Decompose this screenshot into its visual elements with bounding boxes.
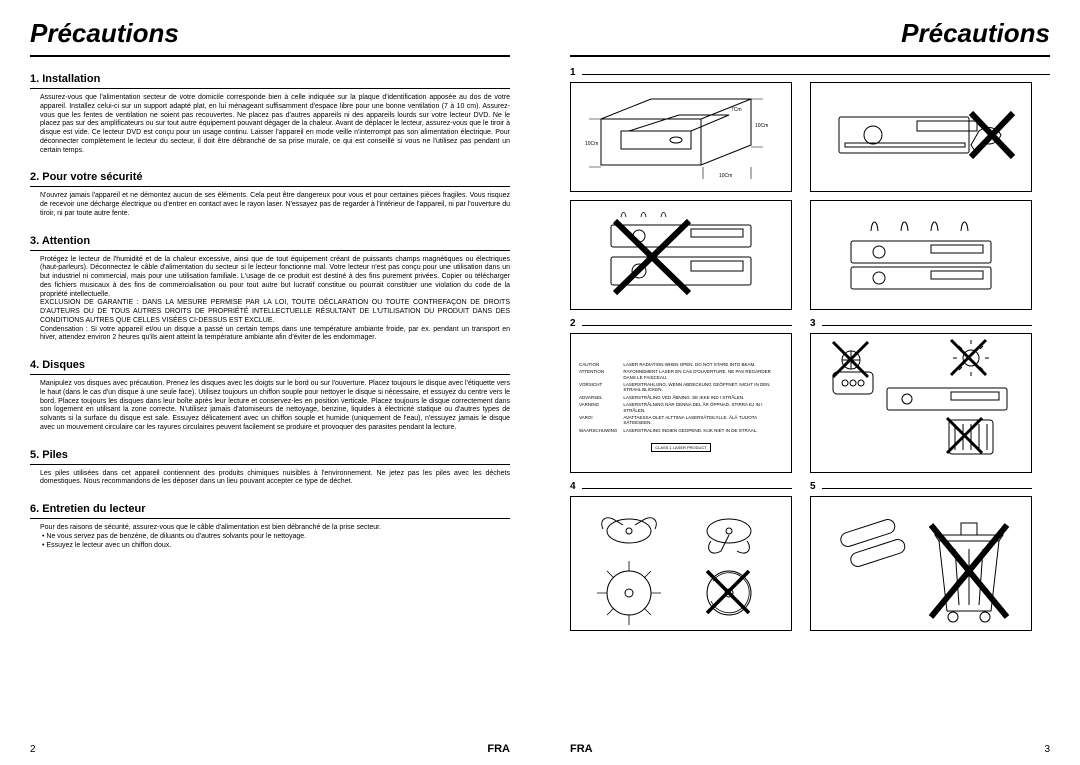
caution-text-6: LASERSTRALING INDIEN GEOPEND. KIJK NIET …: [623, 428, 783, 433]
caution-text-0: LASER RADIATION WHEN OPEN. DO NOT STARE …: [623, 362, 783, 367]
page-lang-right: FRA: [570, 743, 593, 755]
section-6-text: Pour des raisons de sécurité, assurez-vo…: [40, 524, 381, 531]
figure-1b-box: [810, 82, 1032, 192]
section-3-upper: EXCLUSION DE GARANTIE : DANS LA MESURE P…: [40, 299, 510, 324]
no-touch-tray-icon: [821, 87, 1021, 187]
page-number-left: 2: [30, 744, 36, 755]
page-title-left: Précautions: [30, 18, 510, 49]
figure-1-num: 1: [570, 67, 582, 78]
section-3: 3. Attention Protégez le lecteur de l'hu…: [30, 229, 510, 346]
figure-2-box: CAUTIONLASER RADIATION WHEN OPEN. DO NOT…: [570, 333, 792, 473]
clearance-right: 10Cm: [755, 123, 768, 129]
section-head-4: 4. Disques: [30, 353, 510, 375]
section-2: 2. Pour votre sécurité N'ouvrez jamais l…: [30, 165, 510, 220]
figure-1-group: 1: [570, 67, 1050, 310]
figure-3-num: 3: [810, 318, 822, 329]
section-3-extra: Condensation : Si votre appareil et/ou u…: [40, 326, 510, 342]
section-1: 1. Installation Assurez-vous que l'alime…: [30, 67, 510, 157]
section-head-1: 1. Installation: [30, 67, 510, 89]
page-lang-left: FRA: [487, 743, 510, 755]
section-4: 4. Disques Manipulez vos disques avec pr…: [30, 353, 510, 435]
figure-1c-box: [570, 200, 792, 310]
section-body-6: Pour des raisons de sécurité, assurez-vo…: [30, 519, 510, 552]
figure-5-num: 5: [810, 481, 822, 492]
ventilation-diagram-icon: 7Cm 10Cm 10Cm 10Cm: [581, 87, 781, 187]
caution-text-2: LASERSTRAHLUNG, WENN ABDECKUNG GEÖFFNET.…: [623, 382, 783, 393]
figure-4-num: 4: [570, 481, 582, 492]
caution-label-5: VARO!: [579, 415, 621, 426]
clearance-front: 10Cm: [719, 173, 732, 179]
caution-label-4: VARNING: [579, 402, 621, 413]
section-body-5: Les piles utilisées dans cet appareil co…: [30, 465, 510, 490]
figure-1-rule: [582, 74, 1050, 75]
battery-disposal-icon: [821, 501, 1021, 626]
page-number-right: 3: [1044, 744, 1050, 755]
figure-2-num: 2: [570, 318, 582, 329]
clearance-left: 10Cm: [585, 141, 598, 147]
section-body-3: Protégez le lecteur de l'humidité et de …: [30, 251, 510, 346]
page-title-right: Précautions: [570, 18, 1050, 49]
disc-handling-icon: [581, 501, 781, 626]
section-head-6: 6. Entretien du lecteur: [30, 497, 510, 519]
page-right: Précautions 1: [540, 0, 1080, 765]
figure-3-box: [810, 333, 1032, 473]
class1-laser-label: CLASS 1 LASER PRODUCT: [651, 443, 711, 452]
section-head-5: 5. Piles: [30, 443, 510, 465]
section-body-1: Assurez-vous que l'alimentation secteur …: [30, 89, 510, 157]
figure-5-rule: [822, 488, 1032, 489]
figures-column: 1: [570, 67, 1050, 631]
section-3-para1: Protégez le lecteur de l'humidité et de …: [40, 256, 510, 298]
caution-label-3: ADVARSEL: [579, 395, 621, 400]
section-6: 6. Entretien du lecteur Pour des raisons…: [30, 497, 510, 552]
clearance-top: 7Cm: [731, 107, 742, 113]
laser-caution-table: CAUTIONLASER RADIATION WHEN OPEN. DO NOT…: [571, 354, 791, 441]
figure-1a-box: 7Cm 10Cm 10Cm 10Cm: [570, 82, 792, 192]
section-body-4: Manipulez vos disques avec précaution. P…: [30, 375, 510, 435]
caution-label-6: WAARSCHUWING: [579, 428, 621, 433]
figure-1d-box: [810, 200, 1032, 310]
caution-text-1: RAYONNEMENT LASER EN CAS D'OUVERTURE. NE…: [623, 369, 783, 380]
caution-text-5: AVATTAESSA OLET ALTTIINA LASERSÄTEILYLLE…: [623, 415, 783, 426]
hazards-icon: [821, 338, 1021, 468]
no-stacking-icon: [581, 205, 781, 305]
section-5: 5. Piles Les piles utilisées dans cet ap…: [30, 443, 510, 490]
section-body-2: N'ouvrez jamais l'appareil et ne démonte…: [30, 187, 510, 220]
caution-text-3: LASERSTRÅLING VED ÅBNING. SE IKKE IND I …: [623, 395, 783, 400]
section-6-bullet-1: Ne vous servez pas de benzène, de diluan…: [42, 533, 510, 542]
section-head-2: 2. Pour votre sécurité: [30, 165, 510, 187]
figure-4-rule: [582, 488, 792, 489]
figure-2-rule: [582, 325, 792, 326]
heat-source-icon: [821, 205, 1021, 305]
caution-text-4: LASERSTRÅLNING NÄR DENNA DEL ÄR ÖPPNAD. …: [623, 402, 783, 413]
page-left: Précautions 1. Installation Assurez-vous…: [0, 0, 540, 765]
figure-4-box: [570, 496, 792, 631]
figure-3-rule: [822, 325, 1032, 326]
title-rule-right: [570, 55, 1050, 57]
caution-label-1: ATTENTION: [579, 369, 621, 380]
figure-5-box: [810, 496, 1032, 631]
section-6-bullet-2: Essuyez le lecteur avec un chiffon doux.: [42, 542, 510, 551]
caution-label-0: CAUTION: [579, 362, 621, 367]
caution-label-2: VORSICHT: [579, 382, 621, 393]
section-head-3: 3. Attention: [30, 229, 510, 251]
title-rule-left: [30, 55, 510, 57]
